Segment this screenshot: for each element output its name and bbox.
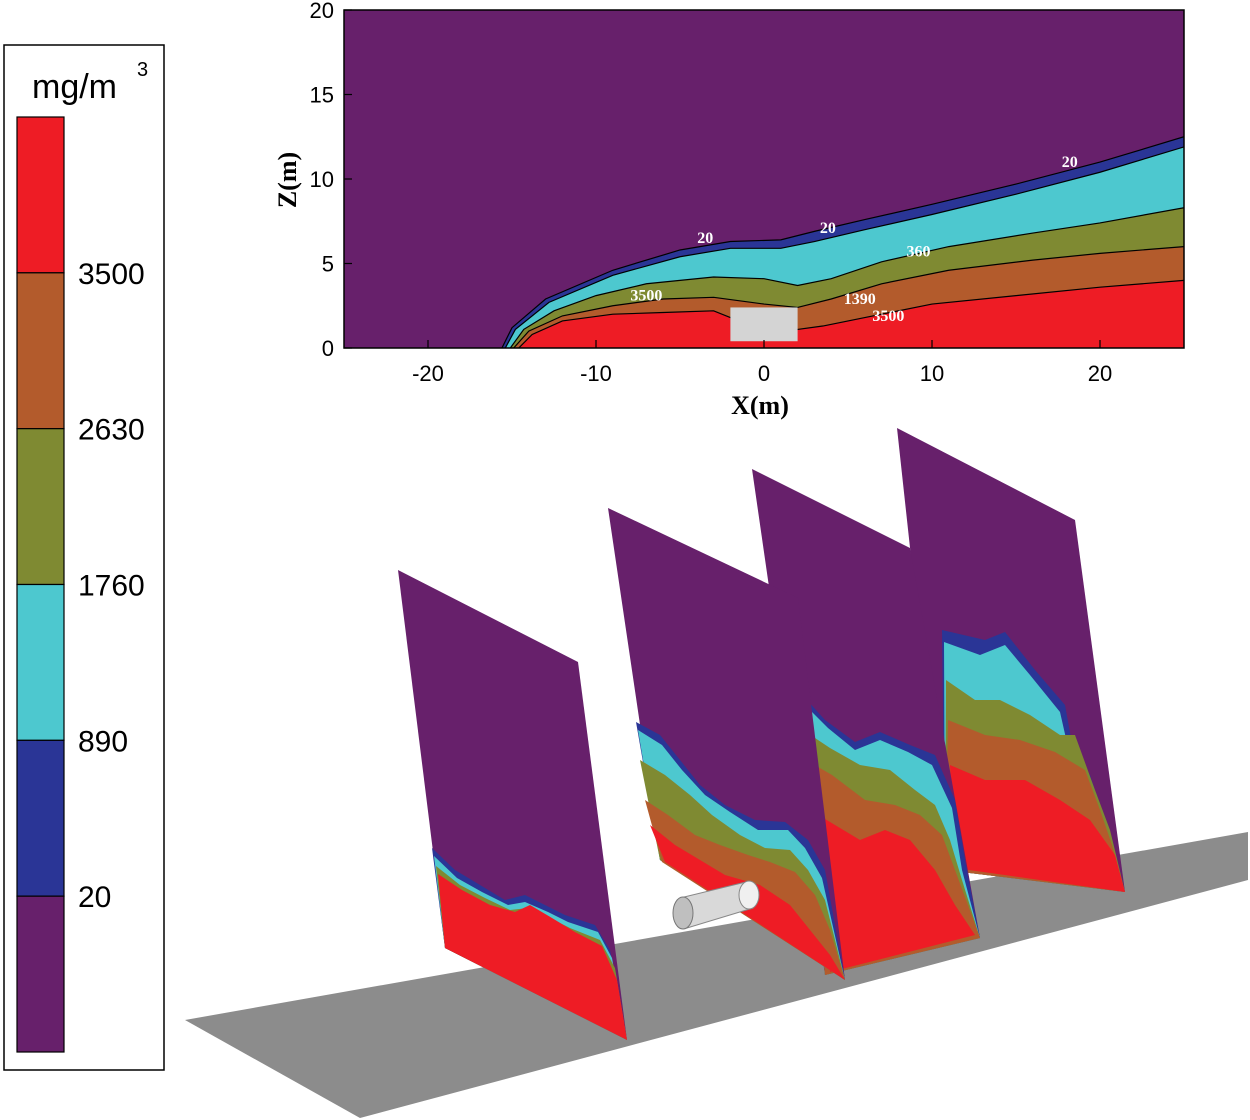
slice-4-band-red [950,765,1125,892]
contour-band-3500 [518,280,1184,348]
colorbar-label-890: 890 [78,725,128,758]
contour-line-2630 [513,246,1184,348]
colorbar-swatch-4 [16,739,65,897]
slice-3 [752,469,980,975]
contour-line-1760 [509,207,1184,348]
x-tick-label: -20 [412,361,444,386]
contour-label-1: 20 [820,220,836,237]
y-axis-title: Z(m) [273,152,302,208]
slice-1 [398,570,627,1040]
colorbar: mg/m 3 3500 2630 1760 890 20 [3,44,165,1071]
x-axis-title: X(m) [731,391,789,420]
axis-ticks: -20 -10 0 10 20 0 5 10 15 20 [310,0,1113,386]
contour-label-4: 3500 [630,288,662,305]
colorbar-swatch-3 [16,583,65,741]
slice-view-3d [185,428,1248,1118]
x-tick-label: 10 [920,361,944,386]
slice-2 [608,508,845,980]
contour-label-3: 360 [907,244,931,261]
colorbar-swatch-5 [16,895,65,1053]
colorbar-swatches [16,116,65,1053]
slice-1-band-red [438,874,627,1040]
colorbar-labels: 3500 2630 1760 890 20 [78,258,145,914]
contour-line-20 [501,136,1184,348]
obstacle-block [730,307,798,342]
slice-4 [897,428,1125,892]
colorbar-label-2630: 2630 [78,414,145,447]
colorbar-unit: mg/m [32,68,117,106]
colorbar-unit-superscript: 3 [137,59,148,81]
contour-bands [501,136,1184,348]
x-tick-label: 0 [758,361,770,386]
colorbar-label-20: 20 [78,881,111,914]
contour-label-0: 20 [697,230,713,247]
ground-plane [185,832,1248,1118]
y-tick-label: 5 [322,252,334,277]
contour-label-6: 3500 [872,308,904,325]
contour-label-5: 1390 [844,291,876,308]
y-tick-label: 15 [310,83,334,108]
slice-3-band-red [810,810,975,972]
colorbar-label-3500: 3500 [78,258,145,291]
y-tick-label: 0 [322,336,334,361]
colorbar-swatch-1 [16,272,65,430]
y-tick-label: 10 [310,167,334,192]
contour-label-2: 20 [1062,154,1078,171]
colorbar-label-1760: 1760 [78,570,145,603]
y-tick-label: 20 [310,0,334,23]
colorbar-swatch-0 [16,116,65,274]
contour-line-890 [504,146,1184,348]
colorbar-swatch-2 [16,428,65,586]
cylinder-obstacle [672,880,760,930]
x-tick-label: -10 [580,361,612,386]
x-tick-label: 20 [1088,361,1112,386]
